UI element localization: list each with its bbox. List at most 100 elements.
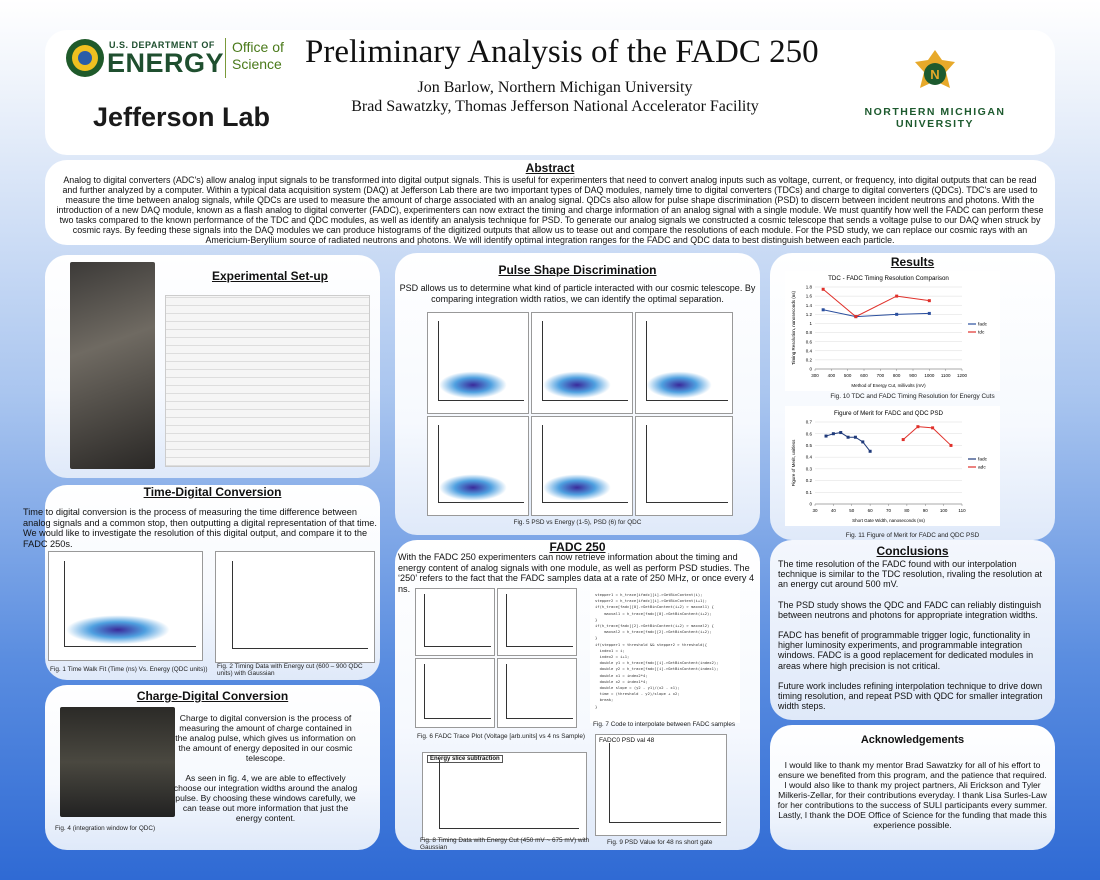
x-tick-label: 50 [849, 508, 855, 513]
data-point [931, 426, 935, 430]
code-line: maxval2 = h_trace[fadc][2]->GetBinConten… [595, 629, 712, 635]
y-tick-label: 0.2 [806, 478, 813, 483]
legend-label: fadc [978, 322, 988, 328]
x-tick-label: 40 [831, 508, 837, 513]
x-tick-label: 600 [860, 373, 868, 378]
fig6-plot [497, 588, 577, 656]
x-tick-label: 300 [811, 373, 819, 378]
doe-seal [66, 39, 104, 77]
ack-heading: Acknowledgements [860, 734, 965, 746]
x-tick-label: 1100 [941, 373, 951, 378]
office-of-science: Office of Science [232, 39, 284, 73]
code-line: } [595, 703, 598, 709]
y-axis-label: Figure of Merit, unitless [791, 439, 796, 487]
series-line [823, 309, 930, 318]
fig6-caption: Fig. 6 FADC Trace Plot (Voltage [arb.uni… [417, 733, 586, 740]
nmu-line: UNIVERSITY [895, 118, 974, 130]
code-line: stepper1 = h_trace[ifadc][i]->GetBinCont… [595, 592, 703, 597]
x-axis-label: Short Gate Width, nanoseconds (ns) [852, 518, 925, 523]
x-tick-label: 110 [958, 508, 966, 513]
office-line: Office of [232, 39, 284, 55]
divider [225, 38, 226, 78]
code-line: index2 = i+1; [595, 654, 630, 660]
code-line: } [595, 616, 598, 622]
fig8-plot: Energy slice subtraction [422, 752, 587, 840]
y-tick-label: 0.1 [806, 490, 813, 495]
data-point [916, 425, 920, 429]
author: Brad Sawatzky, Thomas Jefferson National… [351, 98, 759, 115]
setup-photo [70, 262, 155, 469]
setup-heading: Experimental Set-up [211, 269, 329, 283]
fig1-caption: Fig. 1 Time Walk Fit (Time (ns) Vs. Ener… [50, 666, 208, 673]
code-line: break; [595, 697, 614, 703]
nmu-line: NORTHERN MICHIGAN [864, 106, 1006, 118]
y-tick-label: 0.8 [806, 330, 813, 335]
y-tick-label: 0.4 [806, 348, 813, 353]
authors: Jon Barlow, Northern Michigan University… [305, 78, 805, 116]
data-point [824, 434, 828, 438]
header-panel: U.S. DEPARTMENT OF ENERGY Office of Scie… [45, 30, 1055, 155]
fig2-caption: Fig. 2 Timing Data with Energy cut (600 … [217, 663, 363, 678]
fig10-caption: Fig. 10 TDC and FADC Timing Resolution f… [830, 393, 995, 400]
y-tick-label: 0.7 [806, 420, 813, 425]
data-point [901, 438, 905, 442]
data-point [895, 312, 899, 316]
conclusions-text: The time resolution of the FADC found wi… [778, 559, 1053, 711]
fig6-plot [415, 588, 495, 656]
fig2-plot [215, 551, 375, 663]
psd-plot [427, 312, 529, 414]
y-tick-label: 0.5 [806, 443, 813, 448]
legend-label: adc [978, 465, 986, 471]
fig6-plot [497, 658, 577, 728]
jlab-logo: Jefferson Lab [93, 102, 271, 132]
results-heading: Results [890, 255, 935, 269]
y-tick-label: 0 [809, 367, 812, 372]
y-axis-label: Timing Resolution, nanoseconds (ns) [791, 290, 796, 365]
data-point [927, 299, 931, 303]
x-tick-label: 60 [868, 508, 874, 513]
setup-panel: Experimental Set-up [45, 255, 380, 478]
y-tick-label: 0.4 [806, 455, 813, 460]
psd-panel: Pulse Shape Discrimination PSD allows us… [395, 253, 760, 535]
results-panel: Results TDC - FADC Timing Resolution Com… [770, 253, 1055, 540]
x-tick-label: 90 [923, 508, 929, 513]
series-line [902, 426, 952, 446]
charge-digital-panel: Charge-Digital Conversion Charge to digi… [45, 685, 380, 850]
fig10-chart: TDC - FADC Timing Resolution Comparison 0… [785, 271, 1000, 391]
time-digital-text: Time to digital conversion is the proces… [23, 507, 377, 549]
data-point [821, 308, 825, 312]
text: N [930, 67, 939, 82]
x-tick-label: 1200 [957, 373, 968, 378]
fig1-plot [48, 551, 203, 661]
paragraph: The PSD study shows the QDC and FADC can… [778, 599, 1042, 620]
y-tick-label: 0.6 [806, 339, 813, 344]
paragraph: As seen in fig. 4, we are able to effect… [173, 773, 358, 823]
x-tick-label: 100 [940, 508, 948, 513]
data-point [927, 311, 931, 315]
fig6-plot [415, 658, 495, 728]
y-tick-label: 0.2 [806, 357, 813, 362]
charge-digital-text: Charge to digital conversion is the proc… [173, 713, 358, 823]
code-line: } [595, 635, 598, 641]
psd-plot [427, 416, 529, 516]
circle [924, 63, 946, 85]
code-line: stepper2 = h_trace[ifadc][i]->GetBinCont… [595, 598, 708, 604]
code-line: if(stepper1 < threshold && stepper2 > th… [595, 641, 708, 647]
data-point [861, 440, 865, 444]
paragraph: FADC has benefit of programmable trigger… [778, 630, 1034, 671]
fadc-heading: FADC 250 [549, 540, 606, 554]
author: Jon Barlow, Northern Michigan University [417, 79, 693, 96]
chart-title: TDC - FADC Timing Resolution Comparison [828, 275, 949, 282]
data-point [854, 315, 858, 319]
x-tick-label: 800 [893, 373, 901, 378]
x-axis-label: Method of Energy Cut, millivolts (mV) [851, 383, 926, 388]
code-line: if(h_trace[fadc][2]->GetBinContent(i+2) … [595, 623, 714, 629]
x-tick-label: 80 [904, 508, 910, 513]
chart-title: Figure of Merit for FADC and QDC PSD [834, 410, 944, 417]
fig7-code: stepper1 = h_trace[ifadc][i]->GetBinCont… [590, 588, 740, 723]
y-tick-label: 1.4 [806, 303, 813, 308]
y-tick-label: 0.3 [806, 466, 813, 471]
abstract-heading: Abstract [525, 161, 575, 175]
schematic-sketch [165, 295, 370, 467]
